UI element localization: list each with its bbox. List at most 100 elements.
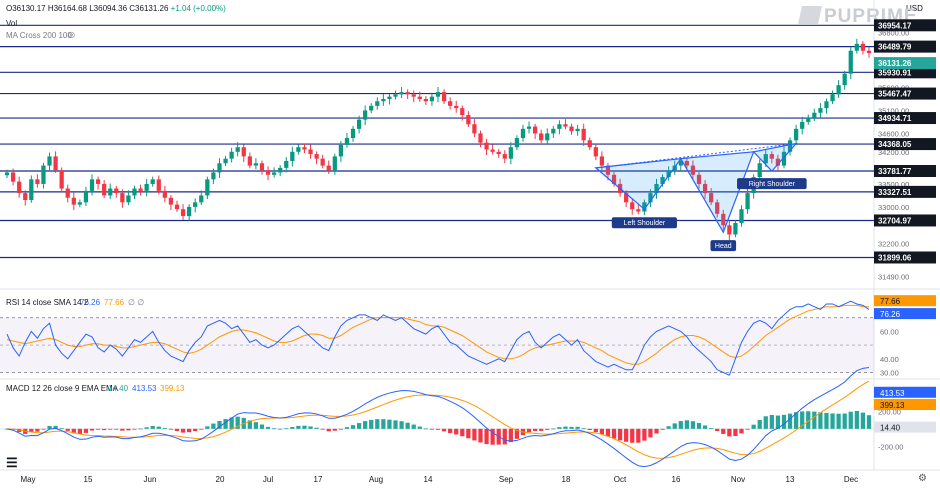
macd-histogram-bar [848,411,853,429]
candle-body [271,172,277,175]
time-tick-label: Aug [369,475,383,484]
macd-histogram-bar [89,428,95,431]
candle-body [308,149,313,155]
volume-label[interactable]: Vol [6,19,18,28]
time-tick-label: 20 [216,475,225,484]
rsi-sma-tag: 77.66 [880,297,901,306]
candle-body [520,128,526,139]
candle-body [114,188,119,194]
macd-histogram-bar [581,428,586,430]
candle-body [144,183,149,191]
macd-histogram-bar [812,411,817,429]
candle-body [721,213,726,226]
rsi-tick-label: 60.00 [880,327,899,336]
time-tick-label: 16 [672,475,681,484]
macd-histogram-bar [83,428,89,433]
macd-histogram-bar [229,417,234,429]
candle-body [259,163,265,171]
candle-body [690,165,696,175]
rsi-title: RSI 14 close SMA 14 2 [6,298,89,307]
candle-body [174,204,180,210]
level-label: 34368.05 [878,140,912,149]
tradingview-logo-icon: ☰ [6,455,18,470]
macd-histogram-bar [733,428,738,436]
candle-body [551,128,556,134]
macd-histogram-bar [284,428,289,430]
macd-histogram-bar [308,426,313,429]
time-tick-label: 14 [424,475,433,484]
macd-tick-label: 200.00 [878,407,901,416]
rsi-tag-bg [874,308,936,320]
price-tick-label: 31490.00 [878,272,909,281]
candle-body [478,133,483,143]
current-price-label: 36131.26 [878,59,912,68]
macd-histogram-bar [557,427,562,429]
candle-body [417,96,422,99]
candle-body [180,209,186,217]
level-label: 32704.97 [878,216,912,225]
candle-body [320,158,325,166]
macd-histogram-bar [211,423,216,429]
candle-body [636,209,641,212]
candle-body [599,156,605,166]
candle-body [490,149,495,152]
candle-body [108,188,113,196]
macd-signal-tag-bg [874,399,936,411]
level-label-bg [874,66,936,79]
ma-cross-label[interactable]: MA Cross 200 100 [6,31,72,40]
level-label: 31899.06 [878,253,912,262]
candle-body [168,197,174,205]
ohlc-header: O36130.17 H36164.68 L36094.36 C36131.26 … [6,4,226,13]
candle-body [235,147,240,152]
candle-body [47,156,52,166]
macd-histogram-bar [217,420,222,429]
macd-histogram-bar [672,423,677,429]
candle-body [545,133,550,141]
settings-icon[interactable]: ⚙ [918,473,927,484]
macd-hist-value: 14.40 [108,384,129,393]
candle-body [441,92,447,102]
candle-body [229,151,234,159]
macd-histogram-bar [709,428,714,429]
candle-body [95,179,101,184]
head-label: Head [715,243,732,250]
macd-histogram-bar [575,426,580,429]
macd-histogram-bar [271,428,277,430]
candle-body [290,151,295,161]
candle-body [217,163,222,173]
currency-label[interactable]: USD [906,4,923,13]
macd-histogram-bar [399,421,404,429]
rsi-nan-value: ∅ ∅ [128,298,144,307]
macd-histogram-bar [794,412,799,429]
candle-body [387,96,392,99]
macd-histogram-bar [648,428,653,438]
candle-body [866,50,872,54]
candle-body [241,147,246,157]
candle-body [71,197,76,205]
macd-histogram-bar [344,427,350,429]
macd-histogram-bar [454,428,459,435]
candle-body [806,117,811,122]
macd-histogram-bar [381,419,386,429]
macd-histogram-bar [375,419,380,429]
macd-histogram-bar [235,416,240,429]
macd-histogram-bar [29,428,34,433]
macd-histogram-bar [65,428,70,431]
candle-body [860,43,866,51]
candle-body [205,179,210,196]
price-tick-label: 34200.00 [878,148,909,157]
candle-body [59,170,64,189]
candle-body [41,165,46,184]
macd-histogram-bar [411,424,416,429]
candle-body [605,165,611,175]
low-value: L36094.36 [89,4,128,13]
candle-body [10,172,16,182]
macd-histogram-bar [715,428,720,432]
candle-body [17,181,22,194]
candle-body [684,160,689,166]
right-shoulder-label: Right Shoulder [749,181,796,188]
eye-off-icon[interactable]: ◎ [68,30,75,39]
time-tick-label: 13 [786,475,795,484]
macd-histogram-bar [259,424,265,429]
